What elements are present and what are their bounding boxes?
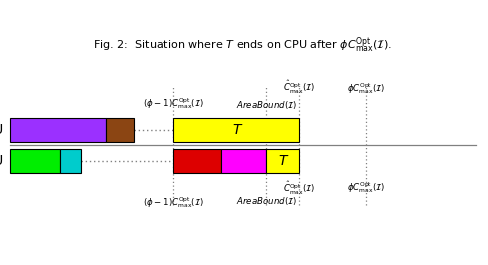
Text: $\hat{C}_{\max}^{\mathrm{Opt}}(\mathcal{I})$: $\hat{C}_{\max}^{\mathrm{Opt}}(\mathcal{… <box>283 180 315 197</box>
Text: $\mathit{AreaBound}(\mathcal{I})$: $\mathit{AreaBound}(\mathcal{I})$ <box>235 99 296 111</box>
Text: $\phi C_{\max}^{\mathrm{Opt}}(\mathcal{I})$: $\phi C_{\max}^{\mathrm{Opt}}(\mathcal{I… <box>346 81 384 96</box>
Bar <box>10 117 106 142</box>
Text: $\mathit{AreaBound}(\mathcal{I})$: $\mathit{AreaBound}(\mathcal{I})$ <box>235 195 296 207</box>
Text: $\phi C_{\max}^{\mathrm{Opt}}(\mathcal{I})$: $\phi C_{\max}^{\mathrm{Opt}}(\mathcal{I… <box>346 180 384 195</box>
Text: $\hat{C}_{\max}^{\mathrm{Opt}}(\mathcal{I})$: $\hat{C}_{\max}^{\mathrm{Opt}}(\mathcal{… <box>283 78 315 96</box>
Bar <box>173 117 299 142</box>
Bar <box>10 149 60 173</box>
Bar <box>106 117 134 142</box>
Bar <box>221 149 265 173</box>
Text: $(\phi-1)C_{\max}^{\mathrm{Opt}}(\mathcal{I})$: $(\phi-1)C_{\max}^{\mathrm{Opt}}(\mathca… <box>142 96 203 111</box>
Bar <box>60 149 81 173</box>
Text: GPU: GPU <box>0 154 3 168</box>
Bar <box>173 149 221 173</box>
Bar <box>265 149 299 173</box>
Text: T: T <box>278 154 286 168</box>
Text: CPU: CPU <box>0 123 3 137</box>
Text: Fig. 2:  Situation where $T$ ends on CPU after $\phi C_{\max}^{\mathrm{Opt}}(\ma: Fig. 2: Situation where $T$ ends on CPU … <box>93 35 391 55</box>
Text: T: T <box>231 123 240 137</box>
Text: $(\phi-1)C_{\max}^{\mathrm{Opt}}(\mathcal{I})$: $(\phi-1)C_{\max}^{\mathrm{Opt}}(\mathca… <box>142 195 203 210</box>
